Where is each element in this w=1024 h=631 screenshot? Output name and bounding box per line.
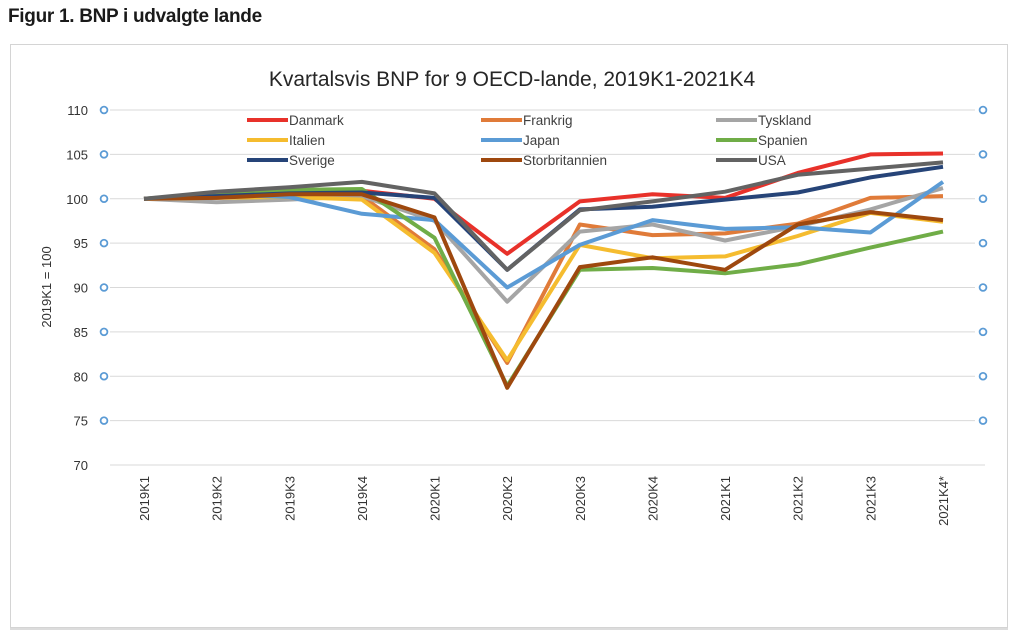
x-tick-label: 2020K2 xyxy=(500,476,515,521)
x-tick-label: 2021K3 xyxy=(863,476,878,521)
right-axis-marker xyxy=(978,283,988,292)
legend-label: Frankrig xyxy=(523,113,573,128)
left-axis-marker xyxy=(99,283,109,292)
series-line-japan xyxy=(143,180,945,290)
series-line-tyskland xyxy=(143,186,944,304)
legend-item-danmark: Danmark xyxy=(247,113,344,128)
legend-label: Sverige xyxy=(289,153,335,168)
y-tick-label: 70 xyxy=(74,458,88,473)
x-tick-label: 2019K4 xyxy=(355,476,370,521)
left-axis-marker xyxy=(99,416,109,425)
series-line-usa xyxy=(143,160,944,272)
left-axis-marker xyxy=(99,327,109,337)
y-tick-label: 95 xyxy=(74,236,88,251)
y-tick-label: 85 xyxy=(74,325,88,340)
legend-item-usa: USA xyxy=(716,153,786,168)
right-axis-marker xyxy=(978,150,988,159)
x-tick-label: 2019K2 xyxy=(210,476,225,521)
x-tick-label: 2019K3 xyxy=(282,476,297,521)
y-axis-label: 2019K1 = 100 xyxy=(39,246,54,327)
right-axis-marker xyxy=(978,371,988,381)
right-axis-marker xyxy=(978,105,988,115)
chart-container xyxy=(10,44,1008,628)
legend-item-italien: Italien xyxy=(247,133,325,148)
series-line-storbritannien xyxy=(143,192,944,390)
x-tick-label: 2020K3 xyxy=(573,476,588,521)
y-tick-label: 105 xyxy=(66,147,88,162)
y-tick-label: 90 xyxy=(74,281,88,296)
x-tick-label: 2020K1 xyxy=(428,476,443,521)
legend-label: Spanien xyxy=(758,133,808,148)
y-tick-label: 75 xyxy=(74,414,88,429)
legend-item-storbritannien: Storbritannien xyxy=(481,153,607,168)
left-axis-marker xyxy=(99,105,109,115)
legend-label: Danmark xyxy=(289,113,344,128)
legend-item-japan: Japan xyxy=(481,133,560,148)
legend-item-frankrig: Frankrig xyxy=(481,113,573,128)
y-tick-label: 80 xyxy=(74,369,88,384)
legend-item-sverige: Sverige xyxy=(247,153,335,168)
legend-label: Italien xyxy=(289,133,325,148)
x-tick-label: 2021K1 xyxy=(718,476,733,521)
x-tick-label: 2020K4 xyxy=(645,476,660,521)
legend-label: USA xyxy=(758,153,786,168)
right-axis-marker xyxy=(978,194,988,204)
left-axis-marker xyxy=(99,371,109,381)
legend-label: Storbritannien xyxy=(523,153,607,168)
legend-label: Japan xyxy=(523,133,560,148)
legend-item-tyskland: Tyskland xyxy=(716,113,811,128)
left-axis-marker xyxy=(99,194,109,204)
chart-title: Kvartalsvis BNP for 9 OECD-lande, 2019K1… xyxy=(269,68,756,91)
x-tick-label: 2019K1 xyxy=(137,476,152,521)
y-tick-label: 110 xyxy=(67,103,88,118)
legend-item-spanien: Spanien xyxy=(716,133,808,148)
x-tick-label: 2021K2 xyxy=(791,476,806,521)
legend-label: Tyskland xyxy=(758,113,811,128)
y-tick-label: 100 xyxy=(66,192,88,207)
figure-title: Figur 1. BNP i udvalgte lande xyxy=(8,6,262,27)
right-axis-marker xyxy=(978,238,988,248)
left-axis-marker xyxy=(99,238,109,248)
right-axis-marker xyxy=(978,327,988,337)
right-axis-marker xyxy=(978,416,988,425)
left-axis-marker xyxy=(99,150,109,159)
x-tick-label: 2021K4* xyxy=(936,476,951,526)
